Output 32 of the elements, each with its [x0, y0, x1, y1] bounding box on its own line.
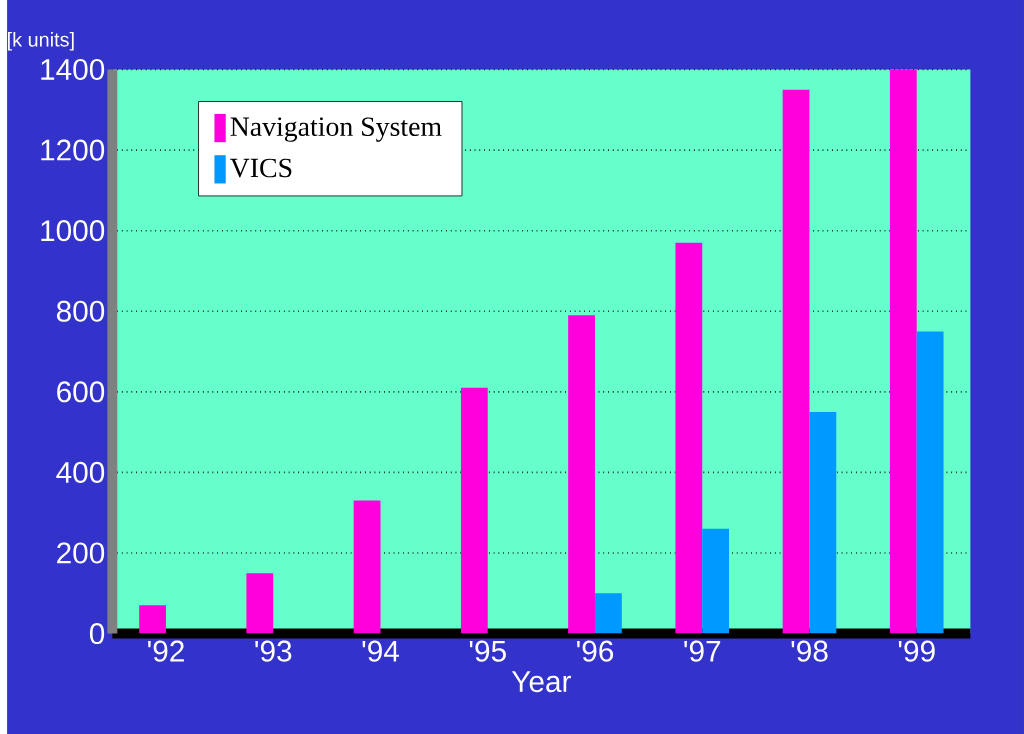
bar [460, 387, 488, 634]
legend-label: Navigation System [230, 117, 442, 142]
y-tick-label: 400 [56, 461, 105, 484]
bar [246, 573, 274, 634]
x-tick-label: '96 [577, 640, 614, 662]
bar [889, 69, 917, 634]
bar [594, 593, 622, 634]
y-tick-label: 200 [57, 542, 105, 564]
bar [702, 528, 730, 634]
x-tick-label: '98 [791, 640, 828, 662]
bar [916, 331, 944, 634]
x-tick-label: '99 [898, 640, 935, 662]
y-tick-label: 600 [57, 381, 105, 403]
y-tick-label: 0 [89, 623, 105, 645]
bar [809, 412, 837, 634]
y-tick-label: 1400 [41, 59, 105, 81]
x-tick-label: '95 [469, 640, 506, 662]
bar [353, 500, 381, 634]
x-tick-label: '97 [684, 640, 721, 662]
bar [675, 242, 703, 634]
x-tick-label: '93 [255, 640, 292, 662]
y-tick-label: 1200 [41, 139, 105, 161]
legend-label: VICS [230, 158, 292, 178]
bar [782, 89, 810, 634]
bar [568, 315, 595, 634]
x-tick-label: '94 [362, 640, 400, 662]
x-tick-label: '92 [148, 640, 184, 662]
x-axis-title: Year [511, 671, 571, 693]
y-tick-label: 800 [56, 300, 105, 322]
y-axis-title: [k units] [8, 32, 74, 51]
bar [139, 605, 166, 634]
y-tick-label: 1000 [41, 220, 105, 242]
